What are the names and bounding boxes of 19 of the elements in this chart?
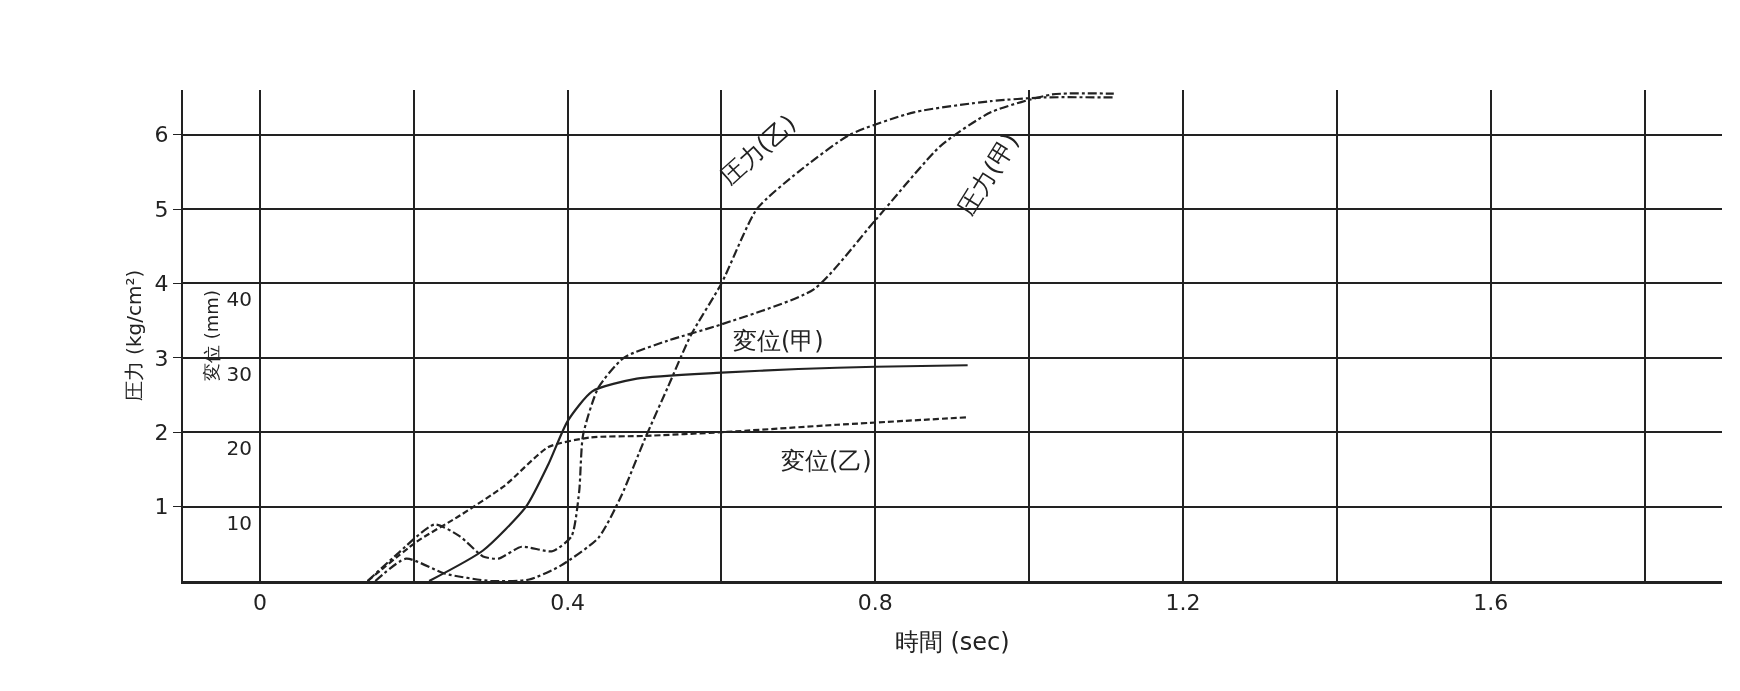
y-tick-label: 1 [154, 494, 169, 520]
y-tick-label: 6 [154, 122, 169, 148]
x-tick-label: 1.2 [1165, 590, 1201, 616]
x-tick-label: 0.8 [857, 590, 893, 616]
x-tick-label: 1.6 [1473, 590, 1509, 616]
x-axis-title: 時間 (sec) [894, 628, 1010, 657]
y2-tick-label: 30 [226, 361, 252, 386]
y2-tick-label: 10 [226, 510, 252, 535]
y-tick-label: 5 [154, 196, 169, 222]
x-tick-label: 0 [252, 590, 267, 616]
y-tick-label: 2 [154, 419, 169, 445]
y2-tick-label: 40 [226, 287, 252, 312]
y2-tick-label: 20 [226, 436, 252, 461]
y-tick-label: 4 [154, 271, 169, 297]
y-axis-title: 圧力 (kg/cm²) [121, 269, 146, 402]
series-label: 変位(乙) [781, 447, 872, 475]
x-tick-label: 0.4 [550, 590, 586, 616]
y-tick-label: 3 [154, 345, 169, 371]
series-label: 変位(甲) [733, 327, 824, 355]
